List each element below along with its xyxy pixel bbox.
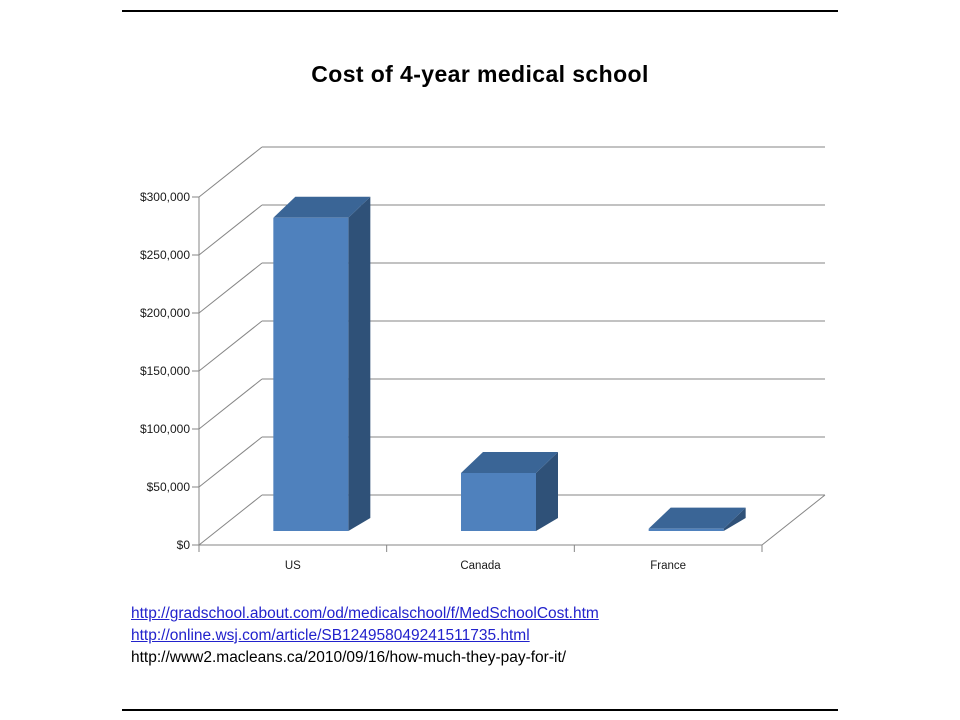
slide-bottom-border <box>122 709 838 711</box>
link-wsj[interactable]: http://online.wsj.com/article/SB12495804… <box>131 627 530 644</box>
gridline-depth-diagonal <box>198 320 263 372</box>
bar-france-side-face <box>723 507 746 531</box>
bar-france-top-face <box>648 507 746 529</box>
slide-title: Cost of 4-year medical school <box>311 61 649 87</box>
x-category-label: US <box>285 560 301 572</box>
y-tick-label: $150,000 <box>140 364 190 378</box>
gridline-depth-diagonal <box>198 378 263 430</box>
bar-canada-top-face <box>461 452 558 473</box>
bar-us-top-face <box>273 196 371 218</box>
gridline-depth-diagonal <box>198 436 263 488</box>
link-macleans: http://www2.macleans.ca/2010/09/16/how-m… <box>131 649 567 666</box>
gridline-depth-diagonal <box>198 146 263 198</box>
x-category-label: France <box>650 560 686 572</box>
y-tick-label: $0 <box>177 538 191 552</box>
gridline-depth-diagonal <box>198 204 263 256</box>
slide-top-border <box>122 10 838 12</box>
y-tick-label: $300,000 <box>140 190 190 204</box>
gridline-depth-diagonal <box>198 262 263 314</box>
y-tick-label: $50,000 <box>147 480 191 494</box>
y-tick-label: $250,000 <box>140 248 190 262</box>
bar-us-side-face <box>348 196 371 532</box>
bar-france-front-face <box>648 528 724 531</box>
bar-canada-side-face <box>536 452 558 531</box>
bar-us-front-face <box>273 217 349 532</box>
floor-right-edge <box>761 494 826 546</box>
bar-canada-front-face <box>461 473 536 531</box>
source-links: http://gradschool.about.com/od/medicalsc… <box>131 603 599 669</box>
y-tick-label: $100,000 <box>140 422 190 436</box>
link-about-com[interactable]: http://gradschool.about.com/od/medicalsc… <box>131 605 599 622</box>
x-category-label: Canada <box>460 560 501 572</box>
y-tick-label: $200,000 <box>140 306 190 320</box>
gridline-depth-diagonal <box>198 494 263 546</box>
